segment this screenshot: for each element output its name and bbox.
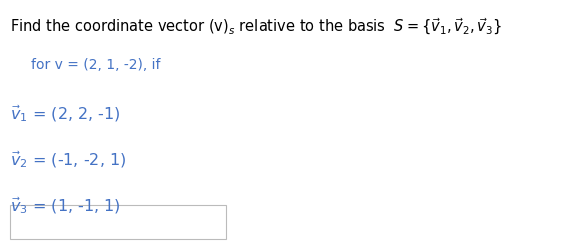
Text: $\vec{v}_2$ = (-1, -2, 1): $\vec{v}_2$ = (-1, -2, 1) (10, 149, 126, 170)
Text: Find the coordinate vector (v)$_s$ relative to the basis  $S = \{\vec{v}_1,\vec{: Find the coordinate vector (v)$_s$ relat… (10, 17, 502, 37)
Text: $\vec{v}_3$ = (1, -1, 1): $\vec{v}_3$ = (1, -1, 1) (10, 195, 121, 216)
Text: $\vec{v}_1$ = (2, 2, -1): $\vec{v}_1$ = (2, 2, -1) (10, 104, 121, 124)
Text: for v = (2, 1, -2), if: for v = (2, 1, -2), if (31, 58, 161, 72)
FancyBboxPatch shape (10, 205, 226, 239)
